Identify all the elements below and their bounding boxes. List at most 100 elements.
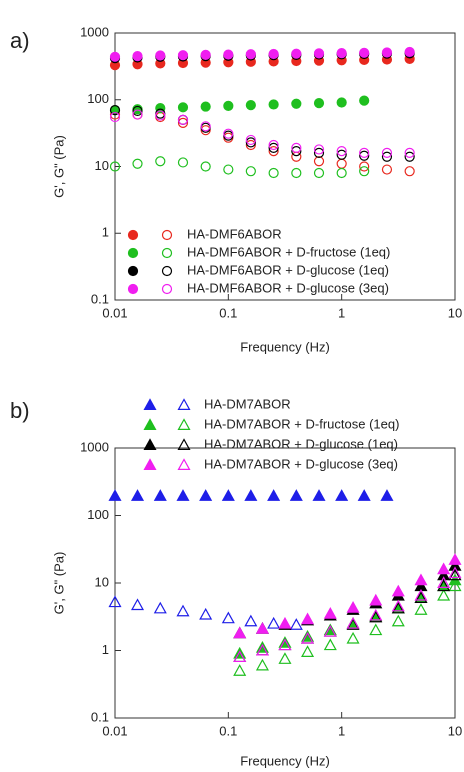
loss-point: [278, 638, 292, 651]
y-axis-label: G', G" (Pa): [51, 552, 66, 615]
storage-point: [199, 489, 213, 501]
storage-point: [233, 626, 247, 639]
y-tick-label: 1000: [80, 439, 109, 454]
loss-point: [359, 147, 370, 158]
loss-point: [177, 117, 189, 128]
y-tick-label: 10: [95, 574, 109, 589]
storage-point: [221, 489, 235, 501]
loss-point: [177, 114, 189, 125]
loss-point: [404, 151, 415, 162]
x-axis-label: Frequency (Hz): [240, 339, 330, 354]
loss-point: [132, 105, 143, 117]
legend-storage-marker: [127, 283, 139, 295]
legend-label: HA-DM7ABOR + D-fructose (1eq): [204, 416, 399, 431]
y-tick-label: 0.1: [91, 709, 109, 724]
storage-point: [176, 489, 190, 501]
loss-point: [233, 664, 247, 676]
loss-point: [221, 611, 235, 624]
loss-point: [155, 156, 166, 167]
x-tick-label: 0.1: [219, 305, 237, 320]
storage-point: [155, 102, 166, 114]
legend-loss-marker: [161, 283, 173, 295]
loss-point: [108, 595, 122, 608]
loss-point: [268, 167, 279, 179]
y-tick-label: 0.1: [91, 291, 109, 306]
legend-storage-marker: [127, 247, 139, 259]
panel-label: b): [10, 398, 30, 423]
storage-point: [323, 607, 337, 619]
legend-label: HA-DMF6ABOR + D-glucose (3eq): [187, 280, 389, 295]
x-tick-label: 10: [448, 305, 462, 320]
storage-point: [391, 584, 405, 597]
plot-frame: [114, 447, 456, 719]
loss-point: [200, 121, 211, 132]
loss-point: [289, 618, 303, 630]
legend-storage-marker: [127, 265, 139, 277]
loss-point: [109, 111, 121, 123]
storage-point: [301, 612, 315, 625]
loss-point: [381, 164, 393, 175]
loss-point: [255, 658, 269, 671]
loss-point: [176, 604, 190, 617]
y-tick-label: 1: [102, 225, 109, 240]
storage-point: [291, 98, 302, 109]
storage-point: [177, 102, 189, 113]
loss-point: [414, 603, 428, 615]
legend-storage-marker: [143, 458, 157, 470]
storage-point: [357, 489, 371, 501]
storage-point: [245, 100, 256, 111]
storage-point: [109, 51, 121, 62]
storage-point: [132, 51, 143, 62]
storage-point: [359, 95, 370, 106]
loss-point: [448, 579, 462, 592]
loss-point: [177, 157, 189, 168]
x-tick-label: 10: [448, 723, 462, 738]
loss-point: [291, 142, 302, 153]
loss-point: [359, 161, 370, 172]
storage-point: [404, 46, 415, 58]
storage-point: [437, 562, 451, 575]
storage-point: [245, 49, 256, 60]
storage-point: [200, 49, 211, 60]
storage-point: [359, 47, 370, 58]
storage-point: [268, 99, 279, 110]
loss-point: [323, 638, 337, 651]
loss-point: [404, 147, 415, 158]
x-tick-label: 1: [338, 305, 345, 320]
storage-point: [448, 559, 462, 571]
loss-point: [437, 588, 451, 601]
legend-loss-marker: [161, 229, 173, 241]
loss-point: [414, 588, 428, 601]
legend-loss-marker: [177, 398, 191, 410]
storage-point: [223, 49, 234, 60]
storage-point: [336, 97, 347, 108]
storage-point: [381, 47, 393, 58]
loss-point: [301, 645, 315, 658]
loss-point: [245, 139, 256, 151]
loss-point: [381, 147, 393, 158]
storage-point: [437, 568, 451, 581]
loss-point: [268, 146, 279, 157]
loss-point: [404, 166, 415, 177]
storage-point: [155, 50, 166, 61]
storage-point: [336, 47, 347, 59]
x-tick-label: 1: [338, 723, 345, 738]
y-tick-label: 1000: [80, 24, 109, 39]
legend-storage-marker: [143, 418, 157, 430]
loss-point: [245, 137, 256, 148]
storage-point: [177, 50, 189, 61]
loss-point: [291, 146, 302, 157]
legend-storage-marker: [143, 398, 157, 410]
loss-point: [336, 158, 347, 169]
storage-point: [153, 489, 167, 501]
loss-point: [323, 624, 337, 637]
loss-point: [132, 109, 143, 120]
storage-point: [255, 640, 269, 653]
storage-point: [130, 489, 145, 501]
loss-point: [291, 167, 302, 179]
loss-point: [155, 110, 166, 121]
storage-point: [380, 489, 394, 501]
legend-storage-marker: [127, 229, 139, 241]
loss-point: [391, 601, 405, 614]
y-tick-label: 1: [102, 642, 109, 657]
